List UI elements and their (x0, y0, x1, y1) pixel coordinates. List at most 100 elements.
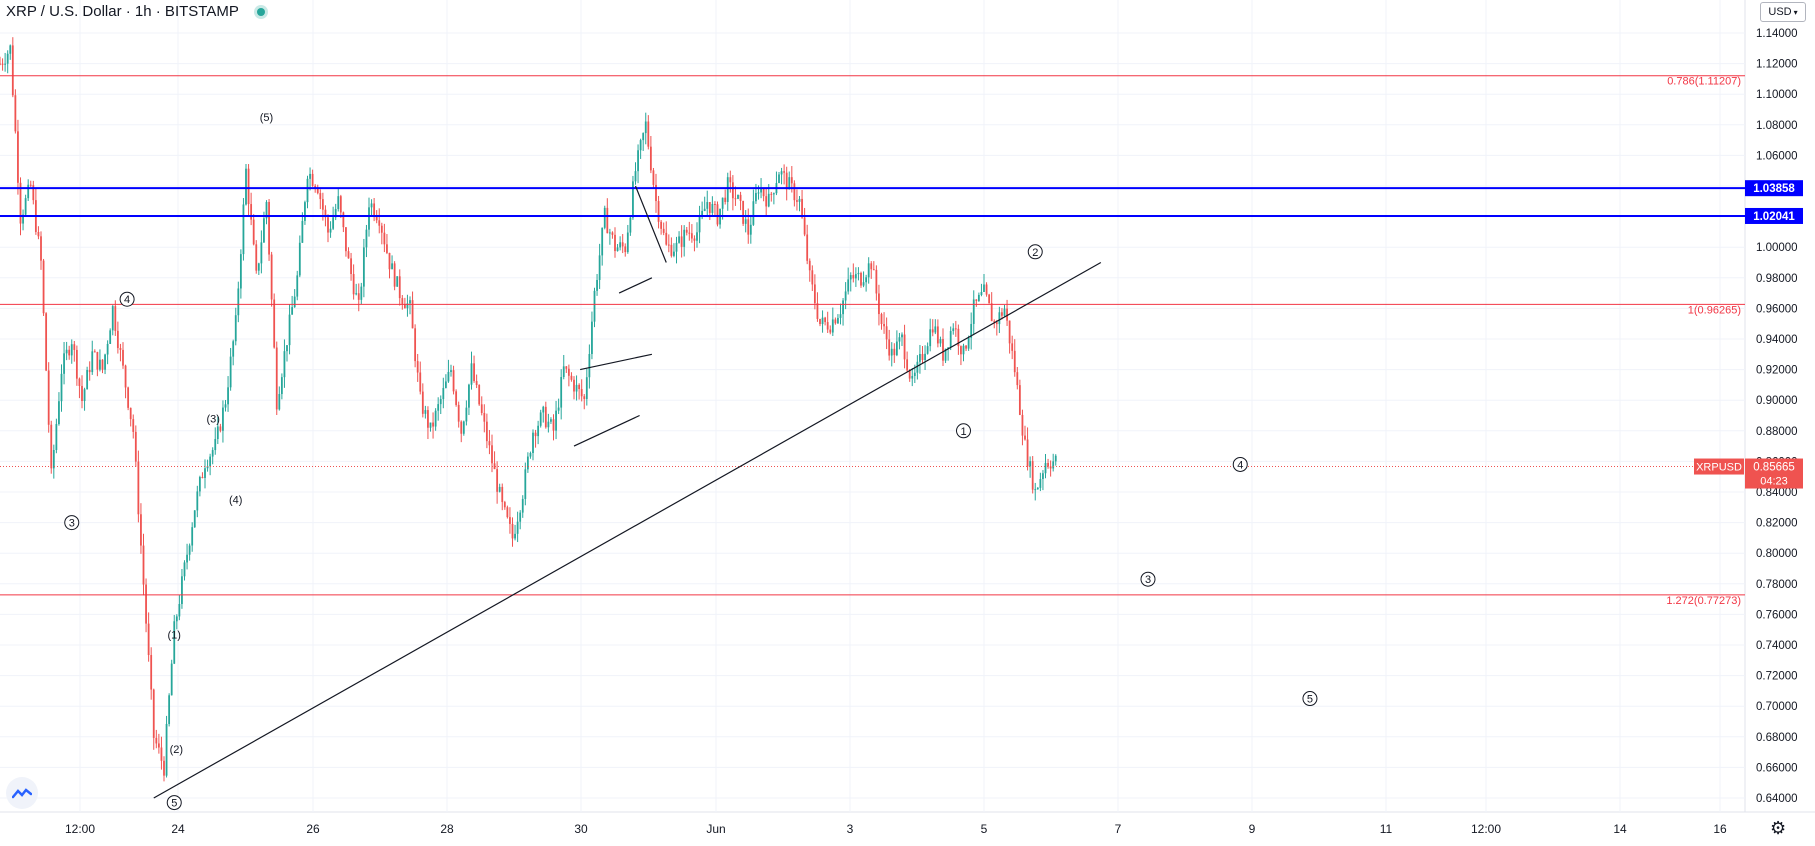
candle-body (468, 384, 470, 408)
trendline (153, 261, 1102, 799)
candle-body (772, 193, 775, 195)
candle-body (952, 328, 955, 332)
candle-body (619, 242, 622, 248)
candle-body (160, 747, 163, 761)
candle-body (770, 193, 773, 195)
candle-body (632, 181, 634, 218)
candle-body (96, 352, 99, 370)
candle-body (757, 192, 760, 194)
candle-body (857, 272, 860, 275)
candle-body (111, 306, 114, 331)
candle-body (88, 369, 91, 373)
candle-body (306, 178, 309, 203)
candle-body (109, 330, 112, 344)
candle-body (498, 486, 501, 492)
candle-body (744, 219, 747, 224)
candle-body (388, 252, 391, 270)
candle-body (424, 410, 427, 414)
candle-body (280, 377, 283, 395)
candle-body (544, 406, 547, 428)
price-tick-label: 0.82000 (1756, 518, 1798, 530)
gear-icon[interactable]: ⚙ (1770, 818, 1787, 838)
candle-body (539, 412, 542, 426)
tradingview-logo-icon[interactable] (6, 777, 38, 809)
candle-body (755, 193, 757, 202)
candle-body (708, 202, 711, 213)
time-tick-label: 12:00 (65, 822, 95, 836)
candle-body (639, 140, 642, 151)
candle-body (483, 412, 486, 422)
candle-body (831, 319, 834, 333)
candle-body (875, 269, 878, 294)
candle-body (81, 385, 83, 402)
price-level-label: 1.03858 (1753, 183, 1795, 195)
candle-body (4, 63, 7, 65)
candle-body (949, 331, 952, 348)
candle-body (806, 234, 809, 261)
trendline (618, 277, 653, 294)
candle-body (273, 299, 276, 348)
fib-level-label: 0.786(1.11207) (1667, 76, 1741, 88)
candle-body (403, 303, 406, 309)
candle-body (450, 370, 452, 372)
candle-body (50, 424, 53, 469)
symbol-title[interactable]: XRP / U.S. Dollar · 1h · BITSTAMP (6, 3, 239, 20)
candle-body (29, 184, 32, 186)
price-tick-label: 0.68000 (1756, 732, 1798, 744)
candle-body (550, 419, 552, 422)
wave-label: (3) (206, 414, 219, 426)
candle-body (491, 445, 493, 464)
candle-body (68, 349, 71, 356)
wave-label-circle (1140, 571, 1156, 587)
wave-label: 3 (1145, 574, 1151, 586)
candle-body (250, 204, 253, 220)
price-level-tag (1745, 180, 1803, 197)
candle-body (60, 373, 63, 402)
candle-body (245, 168, 247, 205)
candle-body (263, 218, 265, 243)
candle-body (301, 220, 304, 243)
candle-body (565, 366, 568, 369)
price-tick-label: 0.90000 (1756, 395, 1798, 407)
candle-body (580, 389, 583, 397)
candle-body (242, 204, 245, 255)
candle-body (637, 150, 639, 172)
candle-body (9, 45, 12, 54)
candle-body (52, 450, 55, 469)
symbol-tag-label: XRPUSD (1696, 462, 1742, 474)
candle-body (960, 346, 962, 355)
candle-body (711, 203, 714, 213)
candle-body (885, 326, 888, 340)
candle-body (140, 514, 142, 546)
candle-body (839, 314, 842, 318)
candle-body (58, 401, 60, 425)
currency-label: USD (1768, 6, 1792, 18)
time-tick-label: 28 (440, 822, 454, 836)
candle-body (283, 351, 286, 378)
candle-body (919, 353, 921, 362)
candle-body (591, 321, 593, 355)
candle-body (693, 238, 696, 241)
candle-body (793, 183, 796, 201)
candle-body (270, 254, 273, 300)
candle-body (386, 244, 388, 253)
price-tick-label: 0.78000 (1756, 579, 1798, 591)
candle-body (1049, 466, 1052, 469)
currency-selector-button[interactable]: USD ▾ (1760, 2, 1806, 22)
candle-body (268, 201, 270, 255)
candle-body (237, 288, 240, 316)
candle-body (75, 349, 78, 379)
candle-body (942, 339, 944, 361)
candle-body (219, 426, 222, 431)
candle-body (191, 527, 194, 546)
candle-body (55, 424, 58, 451)
candle-body (644, 121, 647, 134)
candle-body (150, 655, 153, 690)
candle-body (181, 576, 183, 605)
candle-body (690, 233, 693, 239)
candle-body (998, 312, 1001, 325)
candle-body (860, 272, 862, 286)
candle-body (742, 200, 745, 224)
candle-body (470, 363, 473, 385)
